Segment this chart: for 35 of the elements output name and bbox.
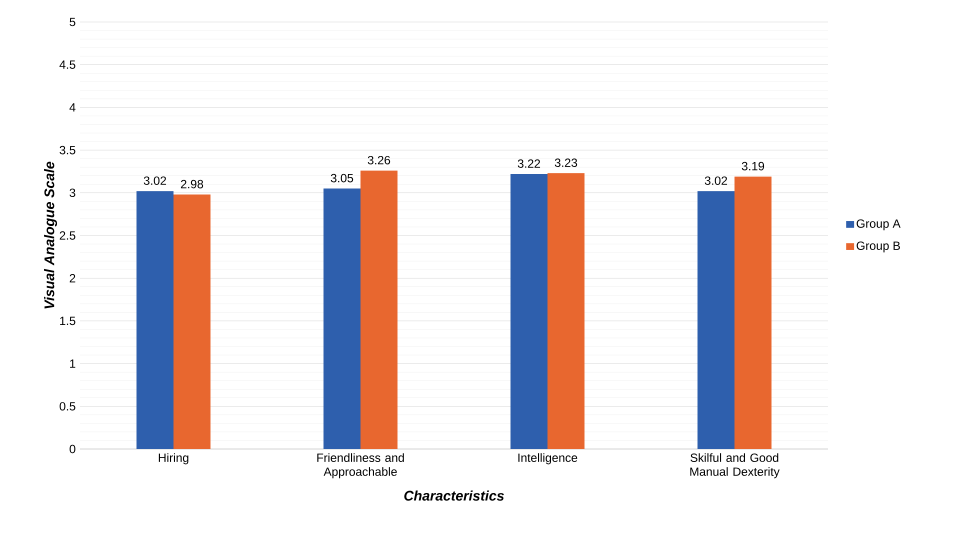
y-tick-label: 3: [70, 188, 76, 198]
bar: [136, 191, 174, 449]
bar: [324, 188, 360, 449]
data-label: 3.22: [518, 159, 540, 168]
bar: [174, 194, 210, 449]
y-tick-label: 1.5: [60, 316, 76, 326]
y-tick-label: 4.5: [59, 60, 76, 69]
bar: [548, 173, 585, 449]
x-tick-label: Hiring: [158, 453, 188, 464]
y-axis-title: Visual Analogue Scale: [44, 162, 58, 308]
y-tick-label: 2: [70, 274, 76, 282]
y-tick-label: 4: [69, 103, 76, 112]
data-label: 3.26: [368, 156, 390, 164]
legend-label: Group B: [856, 241, 900, 252]
y-tick-label: 0.5: [60, 402, 76, 411]
x-tick-label: Intelligence: [518, 453, 578, 464]
bar: [360, 170, 398, 449]
bar: [510, 174, 548, 449]
y-tick-label: 1: [70, 359, 76, 368]
y-tick-label: 2.5: [60, 231, 76, 240]
data-label: 3.19: [742, 162, 764, 170]
x-axis-title: Characteristics: [404, 490, 504, 501]
x-tick-label: Friendliness and Approachable: [317, 453, 404, 478]
data-label: 2.98: [180, 180, 204, 188]
bar: [698, 191, 735, 449]
data-label: 3.23: [554, 158, 578, 167]
data-label: 3.02: [144, 176, 166, 185]
legend-label: Group A: [856, 219, 901, 230]
x-tick-label: Skilful and Good Manual Dexterity: [690, 453, 780, 478]
y-tick-label: 0: [70, 444, 76, 454]
data-label: 3.02: [704, 176, 728, 185]
bar: [734, 176, 772, 449]
y-tick-label: 5: [70, 18, 76, 26]
y-tick-label: 3.5: [60, 146, 76, 154]
data-label: 3.05: [330, 174, 354, 182]
